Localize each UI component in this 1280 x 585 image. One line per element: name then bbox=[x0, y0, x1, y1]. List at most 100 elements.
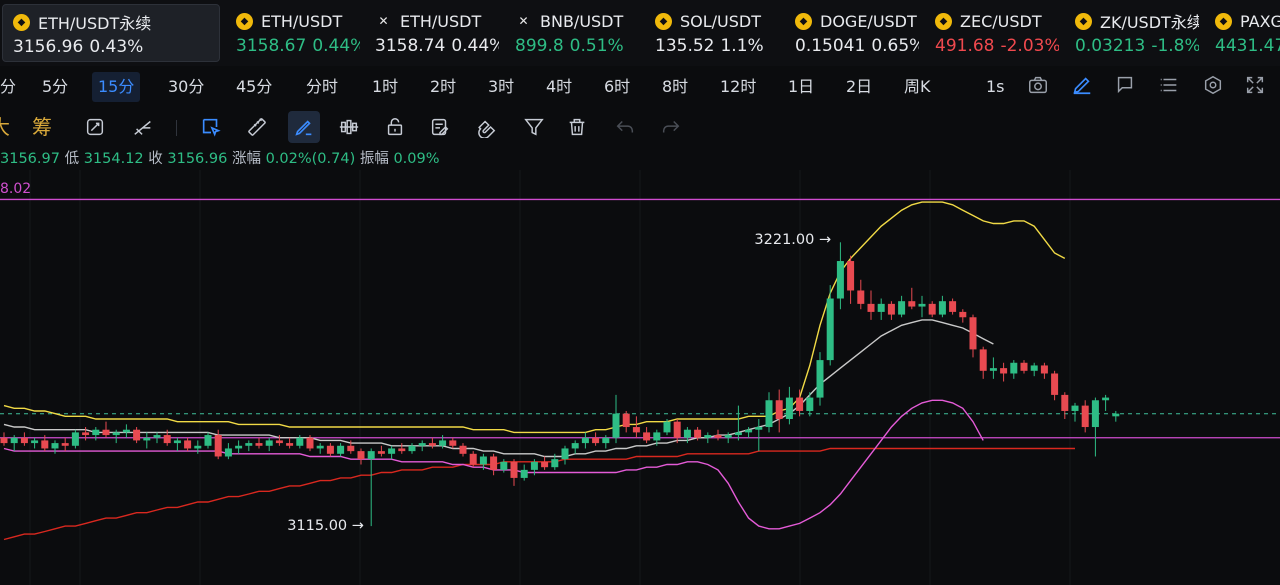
interval-tab[interactable]: 2时 bbox=[430, 77, 457, 96]
ticker-symbol: ETH/USDT永续 bbox=[38, 14, 152, 33]
line-tool-icon[interactable] bbox=[130, 114, 156, 140]
interval-tab[interactable]: 8时 bbox=[662, 77, 689, 96]
candlestick-icon[interactable] bbox=[336, 114, 362, 140]
interval-tab[interactable]: 周K bbox=[904, 77, 931, 96]
candle-body bbox=[530, 461, 538, 470]
tool-text-left[interactable]: 大 bbox=[0, 114, 10, 140]
interval-tab[interactable]: 12时 bbox=[720, 77, 757, 96]
candle-body bbox=[765, 400, 773, 428]
coin-icon: ◆ bbox=[655, 12, 672, 30]
ticker-change: 1.1% bbox=[720, 36, 764, 56]
ticker-symbol: BNB/USDT bbox=[540, 11, 624, 31]
candle-body bbox=[969, 317, 977, 350]
x-icon: ✕ bbox=[378, 13, 389, 28]
candle-body bbox=[173, 440, 181, 444]
note-icon[interactable] bbox=[427, 114, 453, 140]
ticker-symbol: ETH/USDT bbox=[261, 11, 343, 31]
candle-body bbox=[1000, 368, 1008, 374]
candle-body bbox=[0, 437, 8, 444]
redo-icon[interactable] bbox=[658, 114, 684, 140]
candle-body bbox=[92, 429, 100, 436]
ticker-change: 0.65% bbox=[871, 36, 919, 56]
coin-icon: ◆ bbox=[236, 12, 253, 30]
ticker-symbol: PAXG/USDT bbox=[1240, 11, 1280, 31]
ticker-item[interactable]: ✕ ETH/USDT 3158.740.44% bbox=[365, 4, 499, 62]
expand-icon[interactable] bbox=[1244, 74, 1270, 100]
candle-body bbox=[745, 429, 753, 433]
ticker-item[interactable]: ◆ ETH/USDT永续 3156.96 0.43% bbox=[2, 4, 220, 62]
interval-tab[interactable]: 分 bbox=[0, 77, 17, 96]
candle-body bbox=[143, 437, 151, 441]
candle-body bbox=[1051, 373, 1059, 395]
edit-chart-icon[interactable] bbox=[82, 114, 108, 140]
candle-body bbox=[20, 437, 28, 444]
ticker-item[interactable]: ◆ SOL/USDT 135.52 1.1% bbox=[645, 4, 779, 62]
interval-tab[interactable]: 1时 bbox=[372, 77, 399, 96]
filter-icon[interactable] bbox=[521, 114, 547, 140]
candle-body bbox=[918, 303, 926, 307]
trash-icon[interactable] bbox=[564, 114, 590, 140]
candle-body bbox=[71, 432, 79, 446]
candle-body bbox=[204, 435, 212, 446]
candle-body bbox=[643, 432, 651, 441]
candle-body bbox=[469, 453, 477, 465]
ticker-price: 491.68 bbox=[935, 36, 995, 56]
interval-tab[interactable]: 分时 bbox=[306, 77, 339, 96]
ticker-item[interactable]: ◆ PAXG/USDT 4431.47 bbox=[1205, 4, 1280, 62]
candle-body bbox=[541, 461, 549, 468]
candle-body bbox=[1112, 413, 1120, 417]
toolbar-divider bbox=[176, 120, 177, 136]
chart-canvas[interactable] bbox=[0, 170, 1280, 585]
candle-body bbox=[571, 443, 579, 449]
interval-tab[interactable]: 4时 bbox=[546, 77, 573, 96]
coin-icon: ◆ bbox=[13, 13, 30, 31]
candle-body bbox=[724, 435, 732, 438]
candle-body bbox=[184, 440, 192, 449]
candle-body bbox=[673, 421, 681, 438]
candle-body bbox=[112, 432, 120, 436]
candle-body bbox=[306, 437, 314, 449]
interval-tab[interactable]: 6时 bbox=[604, 77, 631, 96]
interval-tab[interactable]: 1日 bbox=[788, 77, 815, 96]
interval-tab[interactable]: 5分 bbox=[42, 77, 69, 96]
interval-tab[interactable]: 30分 bbox=[168, 77, 205, 96]
ticker-price: 4431.47 bbox=[1215, 36, 1280, 56]
pen-icon[interactable] bbox=[1071, 74, 1097, 100]
ticker-item[interactable]: ✕ BNB/USDT 899.8 0.51% bbox=[505, 4, 639, 62]
chat-icon[interactable] bbox=[1114, 74, 1140, 100]
ohlc-info: 3156.97 低 3154.12 收 3156.96 涨幅 0.02%(0.7… bbox=[0, 148, 440, 170]
candle-body bbox=[561, 448, 569, 460]
candle-body bbox=[235, 445, 243, 449]
candle-body bbox=[1071, 405, 1079, 411]
ma-yellow-line bbox=[3, 201, 1066, 434]
ticker-item[interactable]: ◆ ZK/USDT永续 0.03213 -1.8% bbox=[1065, 4, 1199, 62]
candle-body bbox=[377, 451, 385, 454]
candle-body bbox=[836, 261, 844, 299]
ticker-item[interactable]: ◆ ZEC/USDT 491.68 -2.03% bbox=[925, 4, 1059, 62]
ticker-item[interactable]: ◆ ETH/USDT 3158.670.44% bbox=[226, 4, 360, 62]
candle-body bbox=[1010, 362, 1018, 374]
settings-icon[interactable] bbox=[1202, 74, 1228, 100]
candle-body bbox=[418, 443, 426, 446]
interval-tab[interactable]: 1s bbox=[986, 77, 1005, 96]
interval-tab[interactable]: 15分 bbox=[92, 72, 141, 102]
camera-icon[interactable] bbox=[1027, 74, 1053, 100]
menu-icon[interactable] bbox=[1158, 74, 1184, 100]
candle-body bbox=[520, 469, 528, 478]
interval-tab[interactable]: 2日 bbox=[846, 77, 873, 96]
price-chart[interactable]: 8.02 3221.00 → 3115.00 → bbox=[0, 170, 1280, 585]
lock-icon[interactable] bbox=[382, 114, 408, 140]
draw-pen-icon[interactable] bbox=[288, 111, 320, 143]
interval-tab[interactable]: 45分 bbox=[236, 77, 273, 96]
undo-icon[interactable] bbox=[612, 114, 638, 140]
magnet-icon[interactable] bbox=[473, 114, 499, 140]
candle-body bbox=[816, 360, 824, 398]
chips-tool[interactable]: 筹 bbox=[32, 115, 52, 139]
interval-tab[interactable]: 3时 bbox=[488, 77, 515, 96]
candle-body bbox=[296, 437, 304, 446]
candle-body bbox=[163, 435, 171, 444]
select-icon[interactable] bbox=[198, 114, 224, 140]
ticker-symbol: DOGE/USDT bbox=[820, 11, 917, 31]
ruler-icon[interactable] bbox=[244, 114, 270, 140]
